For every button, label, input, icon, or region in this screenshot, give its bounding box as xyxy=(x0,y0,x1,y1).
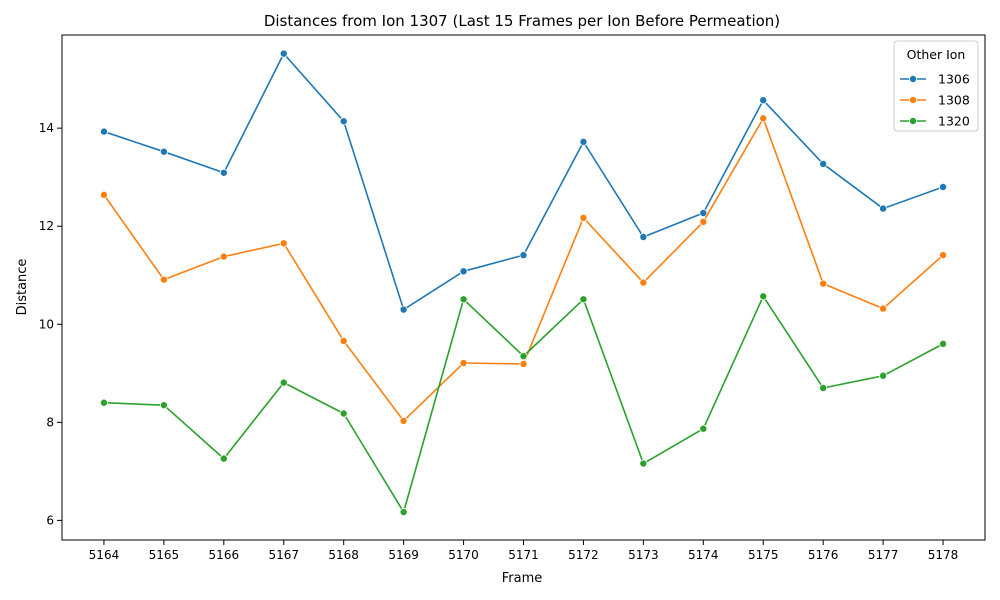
series-line-1308 xyxy=(103,117,944,422)
series-line-1320 xyxy=(103,295,944,513)
legend-entry-1308: 1308 xyxy=(938,93,970,108)
y-tick-label: 6 xyxy=(46,513,54,527)
data-point-1306 xyxy=(699,208,708,217)
legend-box xyxy=(893,40,979,132)
y-tick-label: 14 xyxy=(39,121,54,135)
data-point-1306 xyxy=(399,305,408,314)
data-point-1306 xyxy=(579,137,588,146)
data-point-1306 xyxy=(339,117,348,126)
data-point-1320 xyxy=(699,424,708,433)
data-point-1320 xyxy=(399,508,408,517)
data-point-1308 xyxy=(819,279,828,288)
data-point-1308 xyxy=(879,304,888,313)
x-tick-label: 5176 xyxy=(808,548,839,562)
data-point-1308 xyxy=(639,278,648,287)
data-point-1308 xyxy=(339,336,348,345)
data-point-1308 xyxy=(519,359,528,368)
data-point-1320 xyxy=(459,295,468,304)
x-tick-label: 5168 xyxy=(328,548,359,562)
data-point-1306 xyxy=(759,96,768,105)
data-point-1306 xyxy=(519,251,528,260)
y-axis-label: Distance xyxy=(15,259,30,316)
data-point-1320 xyxy=(879,371,888,380)
y-tick-label: 10 xyxy=(39,317,54,331)
chart-title: Distances from Ion 1307 (Last 15 Frames … xyxy=(264,12,780,30)
data-point-1308 xyxy=(699,217,708,226)
x-tick-label: 5170 xyxy=(448,548,479,562)
plot-area: 5164 5165 5166 5167 5168 5169 5170 5171 5172 5173… xyxy=(39,34,986,562)
x-tick-label: 5175 xyxy=(748,548,779,562)
x-tick-label: 5173 xyxy=(628,548,659,562)
data-point-1308 xyxy=(399,416,408,425)
x-tick-label: 5165 xyxy=(149,548,180,562)
data-point-1306 xyxy=(939,182,948,191)
series-line-1306 xyxy=(103,52,944,311)
data-point-1308 xyxy=(939,251,948,260)
data-point-1306 xyxy=(639,232,648,241)
data-point-1308 xyxy=(279,239,288,248)
data-point-1306 xyxy=(219,168,228,177)
y-tick-label: 12 xyxy=(39,219,54,233)
x-tick-label: 5167 xyxy=(268,548,299,562)
x-tick-label: 5177 xyxy=(868,548,899,562)
data-point-1306 xyxy=(99,127,108,136)
data-point-1320 xyxy=(759,292,768,301)
legend-title: Other Ion xyxy=(907,47,966,62)
legend: Other Ion 1306 1308 1320 xyxy=(893,40,979,132)
data-point-1320 xyxy=(579,295,588,304)
x-tick-label: 5174 xyxy=(688,548,719,562)
x-tick-label: 5178 xyxy=(928,548,959,562)
data-point-1306 xyxy=(819,159,828,168)
x-tick-label: 5171 xyxy=(508,548,539,562)
data-point-1320 xyxy=(639,459,648,468)
data-point-1308 xyxy=(759,114,768,123)
x-tick-label: 5166 xyxy=(209,548,240,562)
plot-frame xyxy=(61,34,986,541)
data-point-1320 xyxy=(939,339,948,348)
data-point-1306 xyxy=(159,147,168,156)
legend-entry-1320: 1320 xyxy=(938,114,970,129)
data-point-1320 xyxy=(519,352,528,361)
data-point-1306 xyxy=(879,204,888,213)
x-tick-label: 5169 xyxy=(388,548,419,562)
legend-marker-1308 xyxy=(909,96,918,105)
legend-entry-1306: 1306 xyxy=(938,72,970,87)
data-point-1306 xyxy=(279,49,288,58)
x-tick-label: 5172 xyxy=(568,548,599,562)
data-point-1308 xyxy=(219,252,228,261)
data-point-1320 xyxy=(99,398,108,407)
data-point-1320 xyxy=(219,454,228,463)
data-point-1308 xyxy=(159,275,168,284)
data-point-1320 xyxy=(279,378,288,387)
data-point-1308 xyxy=(459,359,468,368)
data-point-1308 xyxy=(99,190,108,199)
data-point-1308 xyxy=(579,213,588,222)
data-point-1306 xyxy=(459,267,468,276)
x-tick-label: 5164 xyxy=(89,548,120,562)
legend-marker-1306 xyxy=(909,75,918,84)
data-point-1320 xyxy=(339,409,348,418)
data-point-1320 xyxy=(819,384,828,393)
data-point-1320 xyxy=(159,401,168,410)
legend-marker-1320 xyxy=(909,117,918,126)
y-tick-label: 8 xyxy=(46,415,54,429)
x-axis-label: Frame xyxy=(502,571,543,586)
